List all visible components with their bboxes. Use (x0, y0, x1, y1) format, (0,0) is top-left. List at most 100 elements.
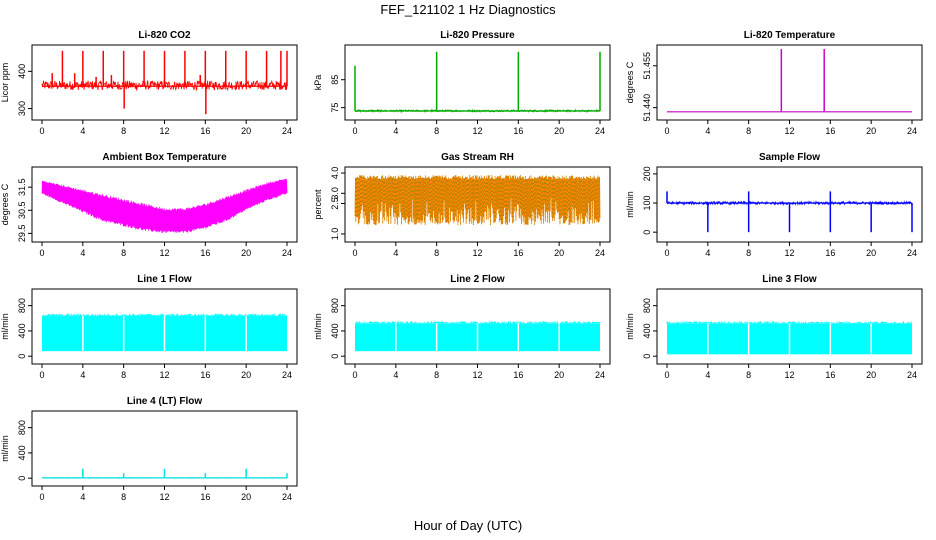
page-title: FEF_121102 1 Hz Diagnostics (380, 2, 556, 17)
x-tick-label: 0 (352, 248, 357, 258)
panel-line-1-flow: Line 1 Flow ml/min 0 4 8 12 16 20 24 0 400 800 (0, 274, 298, 380)
y-tick-label: 400 (17, 323, 27, 338)
panel-li-820-pressure: Li-820 Pressure kPa 0 4 8 12 16 20 24 75 85 (313, 30, 611, 136)
x-tick-label: 4 (705, 126, 710, 136)
x-tick-label: 24 (595, 248, 605, 258)
plot-frame (344, 44, 611, 121)
x-tick-label: 0 (39, 370, 44, 380)
flow-band-edge (666, 321, 913, 324)
y-tick-label: 31.5 (17, 178, 27, 196)
panel-li-820-co2: Li-820 CO2 Licor ppm 0 4 8 12 16 20 24 300 400 (0, 30, 298, 136)
x-tick-label: 0 (352, 370, 357, 380)
x-tick-label: 12 (784, 370, 794, 380)
y-axis-label: kPa (313, 75, 323, 91)
x-tick-label: 12 (159, 248, 169, 258)
x-tick-label: 16 (200, 492, 210, 502)
x-tick-label: 16 (825, 248, 835, 258)
y-tick-label: 0 (17, 476, 27, 481)
x-tick-label: 16 (513, 126, 523, 136)
y-tick-label: 200 (642, 166, 652, 181)
x-tick-label: 24 (595, 126, 605, 136)
x-tick-label: 0 (39, 492, 44, 502)
y-tick-label: 800 (17, 420, 27, 435)
y-tick-label: 400 (642, 323, 652, 338)
y-tick-label: 30.5 (17, 202, 27, 220)
x-tick-label: 4 (80, 492, 85, 502)
x-tick-label: 24 (282, 492, 292, 502)
x-tick-label: 16 (825, 370, 835, 380)
panel-title: Gas Stream RH (441, 152, 514, 163)
panel-ambient-box-temperature: Ambient Box Temperature degrees C 0 4 8 12 16 2… (0, 152, 298, 258)
y-tick-label: 400 (330, 323, 340, 338)
y-axis-label: ml/min (0, 313, 10, 340)
x-tick-label: 4 (393, 248, 398, 258)
x-tick-label: 20 (241, 248, 251, 258)
x-tick-label: 20 (866, 370, 876, 380)
y-tick-label: 85 (330, 75, 340, 85)
y-tick-label: 75 (330, 103, 340, 113)
x-tick-label: 24 (282, 126, 292, 136)
panel-line-4-lt-flow: Line 4 (LT) Flow ml/min 0 4 8 12 16 20 24 0 400 800 (0, 396, 298, 502)
x-tick-label: 16 (200, 370, 210, 380)
x-tick-label: 4 (80, 248, 85, 258)
y-axis-label: degrees C (625, 61, 635, 103)
x-tick-label: 12 (472, 370, 482, 380)
flow-band-edge (41, 313, 288, 316)
x-tick-label: 8 (434, 126, 439, 136)
panel-line-2-flow: Line 2 Flow ml/min 0 4 8 12 16 20 24 0 400 800 (313, 274, 611, 380)
x-tick-label: 0 (39, 248, 44, 258)
y-axis-label: Licor ppm (0, 63, 10, 103)
x-axis-title: Hour of Day (UTC) (413, 518, 523, 533)
y-tick-label: 300 (17, 101, 27, 116)
x-tick-label: 4 (393, 370, 398, 380)
x-tick-label: 4 (80, 370, 85, 380)
y-axis-label: ml/min (0, 435, 10, 462)
y-axis-label: ml/min (625, 191, 635, 218)
panel-gas-stream-rh: Gas Stream RH percent 0 4 8 12 16 20 24 1.0 2.53.0… (313, 152, 611, 258)
x-tick-label: 20 (866, 248, 876, 258)
x-tick-label: 12 (784, 126, 794, 136)
y-axis-label: percent (313, 189, 323, 220)
panel-title: Sample Flow (759, 152, 820, 163)
x-tick-label: 8 (121, 492, 126, 502)
y-tick-label: 1.0 (330, 228, 340, 241)
y-tick-label: 29.5 (17, 225, 27, 243)
y-tick-label: 0 (17, 354, 27, 359)
flow-band-edge (354, 321, 601, 324)
x-tick-label: 20 (241, 126, 251, 136)
y-tick-label: 0 (642, 230, 652, 235)
x-tick-label: 8 (746, 126, 751, 136)
x-tick-label: 20 (866, 126, 876, 136)
series-line (354, 175, 601, 226)
x-tick-label: 16 (200, 126, 210, 136)
x-tick-label: 24 (907, 248, 917, 258)
x-tick-label: 12 (159, 370, 169, 380)
x-tick-label: 20 (241, 370, 251, 380)
y-tick-label: 800 (17, 298, 27, 313)
panel-title: Ambient Box Temperature (102, 152, 227, 163)
x-tick-label: 24 (282, 248, 292, 258)
y-axis-label: ml/min (313, 313, 323, 340)
x-tick-label: 8 (434, 248, 439, 258)
y-tick-label: 400 (17, 445, 27, 460)
x-tick-label: 12 (472, 126, 482, 136)
y-tick-label: 0 (330, 354, 340, 359)
y-tick-label: 51.440 (642, 94, 652, 122)
y-tick-label: 400 (17, 64, 27, 79)
x-tick-label: 20 (241, 492, 251, 502)
x-tick-label: 8 (121, 126, 126, 136)
x-tick-label: 20 (554, 126, 564, 136)
x-tick-label: 4 (705, 370, 710, 380)
x-tick-label: 0 (664, 248, 669, 258)
y-axis-label: ml/min (625, 313, 635, 340)
x-tick-label: 24 (907, 126, 917, 136)
x-tick-label: 8 (746, 370, 751, 380)
panel-title: Line 2 Flow (450, 274, 505, 285)
panel-title: Li-820 Pressure (440, 30, 515, 41)
x-tick-label: 16 (513, 370, 523, 380)
x-tick-label: 0 (352, 126, 357, 136)
x-tick-label: 12 (784, 248, 794, 258)
panel-title: Line 4 (LT) Flow (127, 396, 203, 407)
x-tick-label: 8 (121, 248, 126, 258)
